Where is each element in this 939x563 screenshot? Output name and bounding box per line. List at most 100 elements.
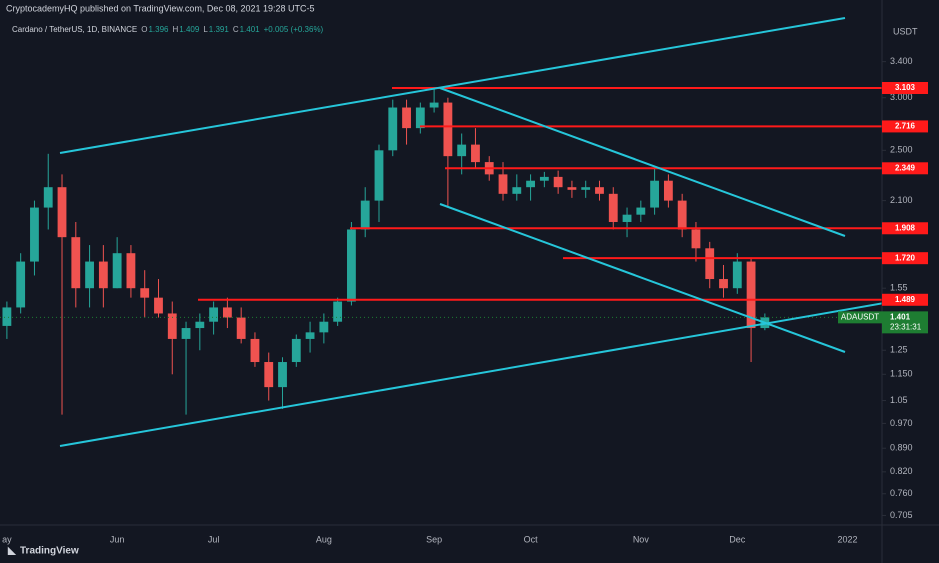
candle-body — [360, 200, 370, 230]
channel-lower — [59, 302, 882, 447]
x-tick-label: Jul — [208, 534, 220, 544]
y-tick-label: 3.400 — [890, 56, 913, 66]
candle-body — [608, 193, 618, 222]
candle-body — [236, 317, 246, 339]
candle-body — [388, 107, 398, 151]
level-tag — [882, 162, 928, 175]
x-tick-label: Aug — [316, 534, 332, 544]
ohlc-label: H — [173, 25, 179, 34]
plot-area — [0, 86, 882, 415]
candle-body — [512, 187, 522, 194]
candle-body — [374, 150, 384, 201]
symbol: Cardano / TetherUS, 1D, BINANCE — [12, 25, 137, 34]
candle-body — [732, 261, 742, 289]
level-tag — [882, 81, 928, 94]
candle-body — [57, 187, 67, 238]
candle-body — [140, 288, 150, 298]
candle-body — [333, 301, 343, 322]
level-label: 3.103 — [895, 83, 916, 92]
descending-lower — [439, 203, 846, 353]
candle-body — [319, 321, 329, 333]
y-tick-label: 1.05 — [890, 395, 908, 405]
level-tag — [882, 252, 928, 265]
y-tick-label: 0.890 — [890, 443, 913, 453]
x-tick-label: Sep — [426, 534, 442, 544]
candle-body — [539, 176, 549, 181]
candle-body — [30, 207, 39, 262]
candle-body — [719, 279, 728, 289]
candle-body — [705, 248, 715, 280]
level-label: 1.489 — [895, 295, 916, 304]
candle-body — [278, 362, 287, 388]
countdown: 23:31:31 — [890, 322, 922, 331]
ohlc-label: C — [233, 25, 239, 34]
y-tick-label: 2.100 — [890, 195, 913, 205]
y-tick-label: 1.55 — [890, 283, 908, 293]
trendlines — [59, 17, 882, 447]
candle-body — [16, 261, 26, 308]
candle-body — [429, 102, 439, 108]
ohlc-label: O — [141, 25, 147, 34]
candle-body — [498, 174, 508, 194]
candle-body — [402, 107, 411, 129]
candle-body — [636, 207, 646, 215]
candle-body — [553, 176, 563, 188]
ohlc-value: 1.391 — [209, 25, 230, 34]
x-tick-label: ay — [2, 534, 12, 544]
x-tick-label: 2022 — [838, 534, 858, 544]
candle-body — [691, 229, 701, 249]
candle-body — [622, 214, 632, 222]
candle-body — [71, 237, 81, 289]
ohlc-label: L — [203, 25, 208, 34]
candle-body — [443, 102, 453, 157]
candle-body — [663, 180, 673, 201]
y-tick-label: 0.705 — [890, 510, 913, 520]
candle-body — [581, 187, 591, 190]
candle-body — [126, 253, 136, 289]
symbol-label: ADAUSDT — [841, 312, 879, 321]
y-tick-label: 2.500 — [890, 145, 913, 155]
candle-body — [567, 187, 577, 190]
candle-body — [43, 187, 53, 208]
descending-upper — [439, 87, 846, 237]
candle-body — [181, 328, 191, 339]
candle-body — [154, 297, 163, 314]
x-tick-label: Jun — [110, 534, 125, 544]
candle-body — [85, 261, 94, 289]
candle-body — [291, 338, 301, 363]
candle-body — [112, 253, 122, 289]
candle-body — [595, 187, 604, 194]
candle-body — [2, 307, 12, 326]
y-tick-label: 0.760 — [890, 488, 913, 498]
price-label: 1.401 — [890, 312, 911, 321]
candle-body — [471, 144, 480, 163]
brand-logo: ◣ — [7, 546, 17, 557]
symbol-tag — [838, 311, 882, 324]
candle-body — [264, 362, 274, 388]
x-tick-label: Nov — [633, 534, 650, 544]
level-label: 1.908 — [895, 223, 916, 232]
candle-body — [305, 332, 315, 339]
channel-upper — [59, 17, 846, 154]
candle-body — [526, 180, 535, 188]
candle-body — [677, 200, 687, 230]
y-tick-label: 1.25 — [890, 345, 908, 355]
candle-body — [415, 107, 425, 129]
level-label: 2.716 — [895, 122, 916, 131]
ohlc-value: 1.401 — [240, 25, 261, 34]
y-tick-label: 3.000 — [890, 92, 913, 102]
ohlc-value: 1.396 — [148, 25, 169, 34]
candle-body — [209, 307, 219, 322]
candle-body — [195, 321, 205, 329]
price-tag — [882, 311, 928, 334]
level-label: 1.720 — [895, 253, 916, 262]
level-tag — [882, 120, 928, 133]
y-tick-label: 0.820 — [890, 466, 913, 476]
level-tag — [882, 293, 928, 306]
level-tag — [882, 222, 928, 235]
y-tick-label: 0.970 — [890, 418, 913, 428]
candle-body — [167, 313, 177, 339]
candle-body — [347, 229, 356, 302]
